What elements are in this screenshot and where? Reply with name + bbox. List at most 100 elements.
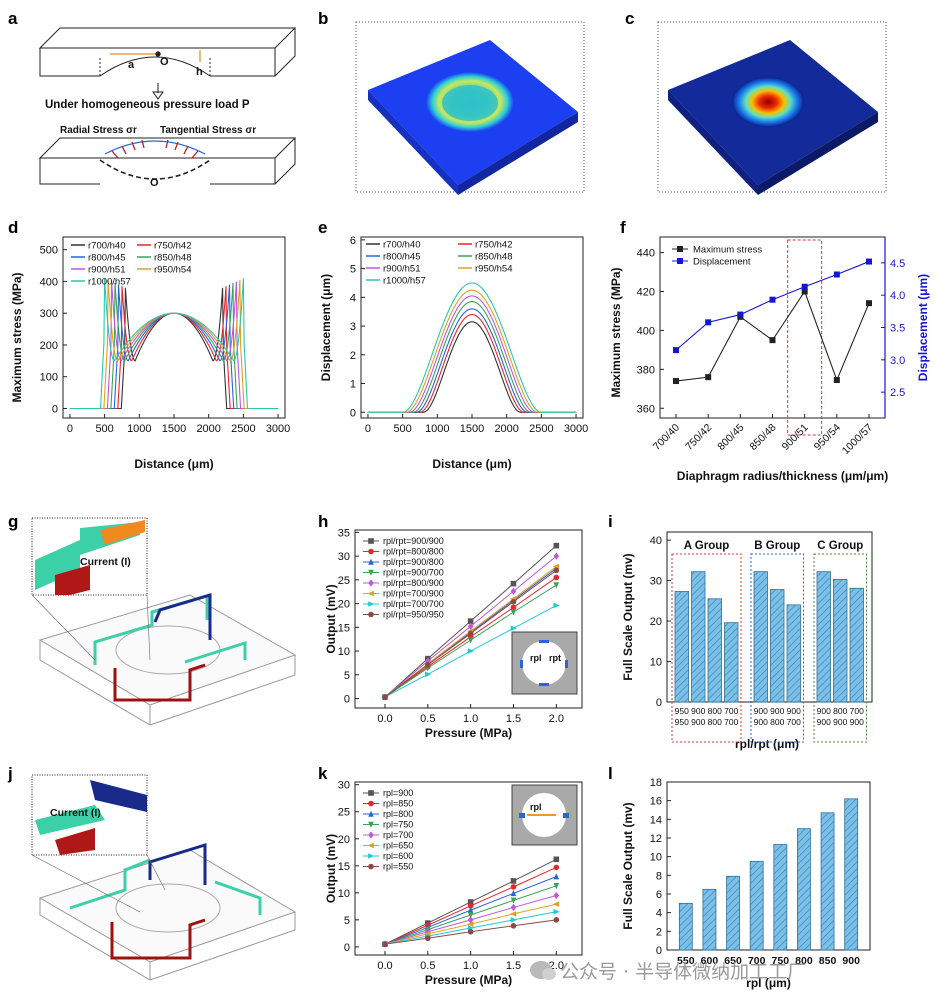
panel-a-radial-label: Radial Stress σr bbox=[60, 125, 137, 136]
chart-h-point-4-4 bbox=[553, 552, 560, 560]
chart-f-xtick-label-6: 1000/57 bbox=[840, 422, 875, 457]
chart-h-ytick-label-2: 10 bbox=[338, 646, 350, 658]
chart-f-point-1-1 bbox=[705, 319, 712, 326]
panel-g-inset-orange bbox=[100, 520, 145, 545]
chart-i-top-label-1-2: 900 bbox=[787, 706, 801, 716]
panel-a-diaphragm-arc bbox=[99, 56, 211, 77]
chart-k-ytick-label-0: 0 bbox=[344, 942, 350, 954]
chart-h-legend-label-6: rpl/rpt=700/700 bbox=[383, 599, 444, 609]
chart-h-point-7-4 bbox=[553, 567, 560, 574]
inset-k-resistor-left bbox=[519, 813, 525, 818]
chart-h-point-3-2 bbox=[467, 637, 474, 644]
watermark: 公众号 · 半导体微纳加工工厂 bbox=[530, 955, 930, 985]
panel-j-inset-green bbox=[35, 805, 105, 835]
chart-i-bottom-label-0-2: 800 bbox=[708, 717, 722, 727]
chart-l-ytick-label-1: 2 bbox=[656, 926, 662, 938]
chart-l-bar-3 bbox=[749, 860, 764, 951]
chart-e-series-r850/h48 bbox=[367, 301, 577, 413]
inset-h-resistor-left bbox=[520, 660, 523, 668]
chart-l-xtick-label-5: 800 bbox=[795, 955, 813, 967]
chart-d-ytick-label-5: 500 bbox=[40, 245, 58, 257]
panel-c-frame bbox=[657, 21, 887, 193]
chart-k-legend-label-6: rpl=600 bbox=[383, 851, 413, 861]
chart-h-point-1-3 bbox=[510, 604, 517, 611]
chart-k-legend-marker-5 bbox=[367, 842, 374, 849]
chart-e-ytick-label-6: 6 bbox=[350, 235, 356, 247]
chart-f-ytick-label-0: 360 bbox=[637, 403, 655, 415]
chart-d-stress-profile: 0 500 1000 1500 2000 2500 3000 0 100 200 300 400 500… bbox=[10, 236, 290, 471]
chart-d-legend-label-5: r950/h54 bbox=[154, 265, 192, 276]
chart-i-bar-2-2 bbox=[849, 587, 864, 703]
inset-h-resistor-bottom bbox=[539, 683, 549, 686]
chart-e-legend-label-2: r800/h45 bbox=[383, 252, 421, 263]
panel-a-arrow-head bbox=[152, 91, 164, 100]
chart-i-xlabel: rpl/rpt (μm) bbox=[735, 737, 799, 751]
chart-k-legend-label-1: rpl=850 bbox=[383, 799, 413, 809]
chart-k-point-1-2 bbox=[467, 903, 474, 909]
chart-l-xtick-label-3: 700 bbox=[748, 955, 766, 967]
chart-f-point-0-3 bbox=[769, 337, 776, 344]
chart-h-ytick-label-0: 0 bbox=[344, 694, 350, 706]
chart-h-legend-label-1: rpl/rpt=800/800 bbox=[383, 547, 444, 557]
chart-d-series-r1000/h57 bbox=[69, 278, 279, 410]
chart-k-ytick-label-1: 5 bbox=[344, 915, 350, 927]
chart-e-series-r700/h40 bbox=[367, 321, 577, 413]
chart-h-xtick-label-0: 0.0 bbox=[377, 713, 392, 725]
chart-k-point-7-3 bbox=[510, 923, 517, 929]
panel-a-center-dot bbox=[155, 51, 161, 57]
chart-l-bar-2 bbox=[726, 875, 740, 951]
chart-k-ytick-label-6: 30 bbox=[338, 780, 350, 792]
chart-d-ytick-label-2: 200 bbox=[40, 340, 58, 352]
chart-d-xtick-label-6: 3000 bbox=[266, 423, 290, 435]
panel-j-substrate-sides bbox=[39, 898, 296, 981]
chart-h-legend-label-5: rpl/rpt=700/900 bbox=[383, 589, 444, 599]
inset-h-rpl-label: rpl bbox=[530, 653, 542, 663]
chart-e-legend-label-6: r1000/h57 bbox=[383, 276, 426, 287]
chart-k-axes bbox=[354, 781, 583, 956]
chart-e-legend-label-0: r700/h40 bbox=[383, 240, 421, 251]
inset-k-resistor-right bbox=[563, 813, 569, 818]
chart-k-point-7-0 bbox=[382, 941, 388, 947]
chart-i-axes bbox=[666, 531, 873, 703]
chart-h-legend-marker-0 bbox=[368, 538, 374, 544]
panel-g-zoom-line2 bbox=[146, 594, 151, 661]
panel-letter-h: h bbox=[318, 512, 328, 531]
chart-k-point-4-2 bbox=[467, 916, 474, 924]
chart-e-series-r750/h42 bbox=[367, 314, 577, 413]
chart-l-xlabel: rpl (μm) bbox=[746, 976, 791, 990]
chart-h-point-6-2 bbox=[467, 648, 475, 654]
wechat-icon bbox=[530, 961, 556, 980]
panel-letter-k: k bbox=[318, 764, 328, 783]
chart-f-stress-displacement: 360 380 400 420 440 2.5 3.0 3.5 4.0 4.5 700/40 750/… bbox=[609, 236, 930, 483]
chart-f-legend-marker-0 bbox=[677, 246, 683, 252]
chart-k-point-2-4 bbox=[553, 873, 560, 880]
chart-f-ytick-label-1: 380 bbox=[637, 364, 655, 376]
chart-h-point-0-3 bbox=[510, 580, 517, 587]
panel-a2-block bbox=[39, 138, 296, 185]
inset-h-resistor-right bbox=[565, 660, 568, 668]
chart-i-top-label-0-3: 700 bbox=[724, 706, 738, 716]
chart-f-xtick-label-1: 750/42 bbox=[683, 422, 714, 453]
panel-g-trace-red bbox=[113, 663, 206, 702]
chart-f-point-0-6 bbox=[866, 300, 872, 307]
chart-e-series-r900/h51 bbox=[367, 295, 577, 413]
chart-l-xtick-label-1: 600 bbox=[701, 955, 719, 967]
chart-f-xtick-label-0: 700/40 bbox=[651, 422, 682, 453]
panel-j-inset-red bbox=[55, 828, 95, 855]
chart-k-legend-marker-4 bbox=[368, 831, 374, 839]
chart-h-legend-label-7: rpl/rpt=950/950 bbox=[383, 610, 444, 620]
chart-d-legend-label-3: r850/h48 bbox=[154, 253, 192, 264]
chart-i-bar-1-1 bbox=[770, 589, 785, 703]
panel-letters: a b c d e f g h i j k l bbox=[7, 9, 634, 783]
chart-e-xlabel: Distance (μm) bbox=[432, 457, 511, 471]
chart-e-xtick-label-6: 3000 bbox=[564, 423, 588, 435]
chart-i-top-label-1-1: 900 bbox=[770, 706, 784, 716]
chart-f-legend-marker-1 bbox=[677, 258, 683, 264]
chart-f-ytick-label-3: 420 bbox=[637, 286, 655, 298]
panel-a-labels: a O h Under homogeneous pressure load P … bbox=[45, 56, 256, 189]
chart-e-ytick-label-1: 1 bbox=[350, 379, 356, 391]
chart-k-legend-label-2: rpl=800 bbox=[383, 809, 413, 819]
panel-letter-l: l bbox=[608, 764, 613, 783]
panel-b-plate-side2 bbox=[458, 112, 578, 195]
chart-k-legend-label-3: rpl=750 bbox=[383, 820, 413, 830]
